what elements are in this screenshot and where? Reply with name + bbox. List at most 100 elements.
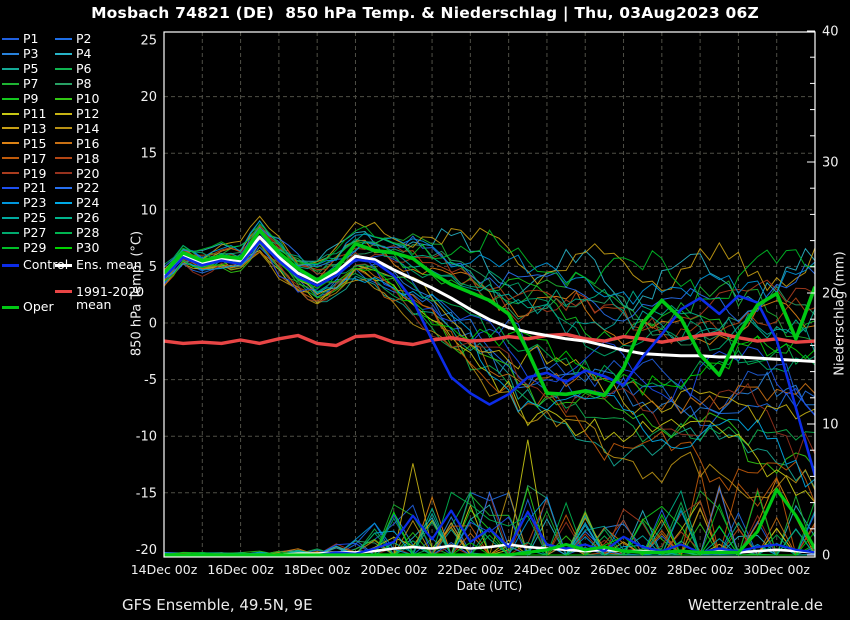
legend-label: P7 — [23, 76, 39, 92]
member-temp-line-p23 — [164, 220, 815, 305]
legend-item-p11: P11 — [2, 107, 46, 121]
legend-label: P28 — [76, 225, 100, 241]
y-axis-tick-label-right: 30 — [822, 156, 839, 171]
legend-color-line-icon — [2, 82, 19, 85]
y-axis-tick-label-left: 25 — [140, 34, 157, 49]
axis-tick-labels: 25 20 15 10 5 0 -5 -10 -15 -20 40 30 20 10 0 14Dec 00z 1… — [131, 25, 839, 594]
legend-color-line-icon — [55, 142, 72, 145]
y-axis-tick-label-left: -15 — [136, 486, 157, 501]
legend-color-line-icon — [2, 201, 19, 204]
legend-color-line-icon — [2, 38, 19, 40]
legend-color-line-icon — [55, 216, 72, 219]
legend-item-p24: P24 — [55, 196, 99, 210]
legend-item-p25: P25 — [2, 211, 46, 225]
legend-color-line-icon — [55, 67, 72, 70]
y-axis-tick-label-right: 20 — [822, 287, 839, 302]
legend-color-line-icon — [55, 127, 72, 130]
legend-label: P5 — [23, 61, 39, 77]
footer-station-info: GFS Ensemble, 49.5N, 9E — [122, 596, 313, 614]
x-axis-tick-label: 14Dec 00z — [131, 562, 198, 577]
legend-item-p27: P27 — [2, 226, 46, 240]
legend-color-line-icon — [2, 52, 19, 55]
y-axis-tick-label-left: 15 — [140, 147, 157, 162]
axis-label-temp: 850 hPa Temp. (°C) — [129, 230, 145, 357]
legend-item-p28: P28 — [55, 226, 99, 240]
legend-label: P12 — [76, 105, 100, 121]
member-temp-line-p14 — [164, 251, 815, 499]
legend-color-line-icon — [55, 82, 72, 85]
legend-item-p3: P3 — [2, 47, 39, 61]
legend-item-p13: P13 — [2, 121, 46, 135]
legend-color-line-icon — [55, 157, 72, 160]
legend-item-p12: P12 — [55, 107, 99, 121]
x-axis-tick-label: 28Dec 00z — [667, 562, 734, 577]
legend-label: 1991-2020 mean — [76, 284, 145, 313]
legend-item-p1: P1 — [2, 32, 39, 46]
legend-label: Oper — [23, 299, 54, 315]
x-axis-tick-label: 18Dec 00z — [284, 562, 351, 577]
legend-label: P14 — [76, 120, 100, 136]
x-axis-tick-label: 26Dec 00z — [590, 562, 657, 577]
legend-item-p26: P26 — [55, 211, 99, 225]
legend-label: P25 — [23, 210, 47, 226]
legend-label: P26 — [76, 210, 100, 226]
legend-label: Ens. mean — [76, 257, 142, 273]
legend-label: P22 — [76, 180, 100, 196]
legend-label: P23 — [23, 195, 47, 211]
legend-item-p19: P19 — [2, 166, 46, 180]
legend-item-p17: P17 — [2, 151, 46, 165]
x-axis-tick-label: 22Dec 00z — [437, 562, 504, 577]
legend-color-line-icon — [55, 172, 72, 175]
y-axis-tick-label-left: 0 — [149, 317, 157, 332]
legend-item-p18: P18 — [55, 151, 99, 165]
legend-color-line-icon — [2, 246, 19, 249]
member-temp-line-p24 — [164, 241, 815, 488]
y-axis-tick-label-right: 40 — [822, 25, 839, 40]
legend-item-p2: P2 — [55, 32, 92, 46]
y-axis-tick-label-left: 20 — [140, 90, 157, 105]
plot-lines — [164, 215, 815, 557]
legend-label: P20 — [76, 165, 100, 181]
member-temp-line-p6 — [164, 243, 815, 447]
legend-label: Control — [23, 257, 69, 273]
legend-color-line-icon — [2, 231, 19, 234]
legend-color-line-icon — [55, 38, 72, 40]
member-temp-line-p16 — [164, 242, 815, 415]
member-temp-line-p18 — [164, 224, 815, 345]
legend-color-line-icon — [55, 231, 72, 234]
legend-label: P17 — [23, 150, 47, 166]
legend-label: P19 — [23, 165, 47, 181]
plot-frame — [163, 31, 816, 558]
member-precip-line-p15 — [164, 477, 815, 557]
legend-label: P1 — [23, 31, 39, 47]
member-precip-line-p29 — [164, 489, 815, 557]
legend-label: P2 — [76, 31, 92, 47]
page-title: Mosbach 74821 (DE) 850 hPa Temp. & Niede… — [91, 4, 759, 22]
legend-item-p4: P4 — [55, 47, 92, 61]
legend-item-p15: P15 — [2, 136, 46, 150]
member-temp-line-p1 — [164, 231, 815, 416]
legend-label: P11 — [23, 105, 47, 121]
legend-color-line-icon — [2, 127, 19, 130]
footer-brand: Wetterzentrale.de — [687, 596, 823, 614]
legend-item-p23: P23 — [2, 196, 46, 210]
axis-label-precip: Niederschlag (mm) — [832, 251, 848, 376]
legend-color-line-icon — [55, 246, 72, 249]
legend-label: P10 — [76, 91, 100, 107]
legend-label: P4 — [76, 46, 92, 62]
series-ens-mean-temp — [164, 235, 815, 363]
legend-color-line-icon — [55, 263, 72, 267]
y-axis-tick-label-left: -20 — [136, 543, 157, 558]
legend-color-line-icon — [2, 172, 19, 175]
legend-item-p5: P5 — [2, 62, 39, 76]
legend-item-p29: P29 — [2, 241, 46, 255]
legend-item-p16: P16 — [55, 136, 99, 150]
legend-color-line-icon — [2, 97, 19, 100]
legend-label: P6 — [76, 61, 92, 77]
legend-label: P15 — [23, 135, 47, 151]
legend-color-line-icon — [2, 112, 19, 115]
legend-item-control: Control — [2, 258, 68, 272]
legend-color-line-icon — [55, 187, 72, 189]
series-clim-mean-temp — [164, 331, 815, 348]
